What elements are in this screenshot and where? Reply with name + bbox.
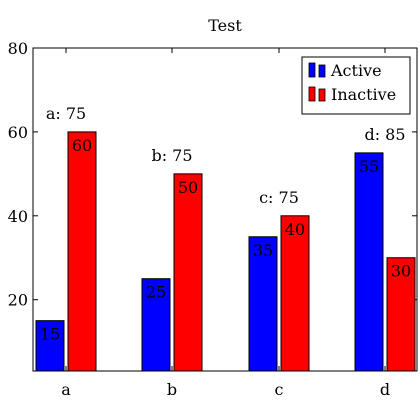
legend: Active Inactive [301, 56, 411, 115]
group-total-label-b: b: 75 [151, 146, 192, 165]
bar-value-label: 30 [391, 262, 411, 281]
bar-inactive-d [386, 257, 416, 372]
bar-inactive-c [280, 215, 310, 372]
legend-label-inactive: Inactive [331, 85, 396, 104]
bar-active-d [354, 152, 384, 372]
group-total-label-d: d: 85 [364, 125, 405, 144]
y-tick-label: 20 [8, 291, 28, 310]
bar-value-label: 40 [285, 220, 305, 239]
bar-active-a [35, 320, 65, 372]
legend-swatch-inactive [308, 86, 316, 102]
bar-value-label: 50 [178, 178, 198, 197]
x-tick-label-d: d [380, 380, 390, 399]
x-tick-label-a: a [61, 380, 71, 399]
bar-value-label: 25 [146, 283, 166, 302]
chart-title: Test [208, 16, 242, 35]
bar-inactive-b [173, 173, 203, 372]
plot-area: 20 40 60 80 a 15 60 a: 75 b 25 50 b: 75 c 35 40 c: 75 d 5… [8, 39, 417, 399]
bar-inactive-a [67, 131, 97, 372]
legend-box [301, 56, 411, 115]
bar-value-label: 60 [72, 136, 92, 155]
bar-value-label: 55 [359, 157, 379, 176]
bar-value-label: 35 [253, 241, 273, 260]
bar-active-b [141, 278, 171, 372]
bar-value-label: 15 [40, 325, 60, 344]
legend-swatch-active [318, 64, 326, 78]
legend-swatch-inactive [318, 88, 326, 102]
plot-frame [32, 47, 418, 372]
y-tick-label: 80 [8, 39, 28, 58]
bar-active-c [248, 236, 278, 372]
x-tick-label-c: c [275, 380, 284, 399]
y-tick-label: 60 [8, 123, 28, 142]
group-total-label-a: a: 75 [46, 104, 86, 123]
legend-label-active: Active [330, 61, 382, 80]
group-total-label-c: c: 75 [259, 188, 299, 207]
legend-swatch-active [308, 62, 316, 78]
y-tick-label: 40 [8, 207, 28, 226]
x-tick-label-b: b [167, 380, 177, 399]
